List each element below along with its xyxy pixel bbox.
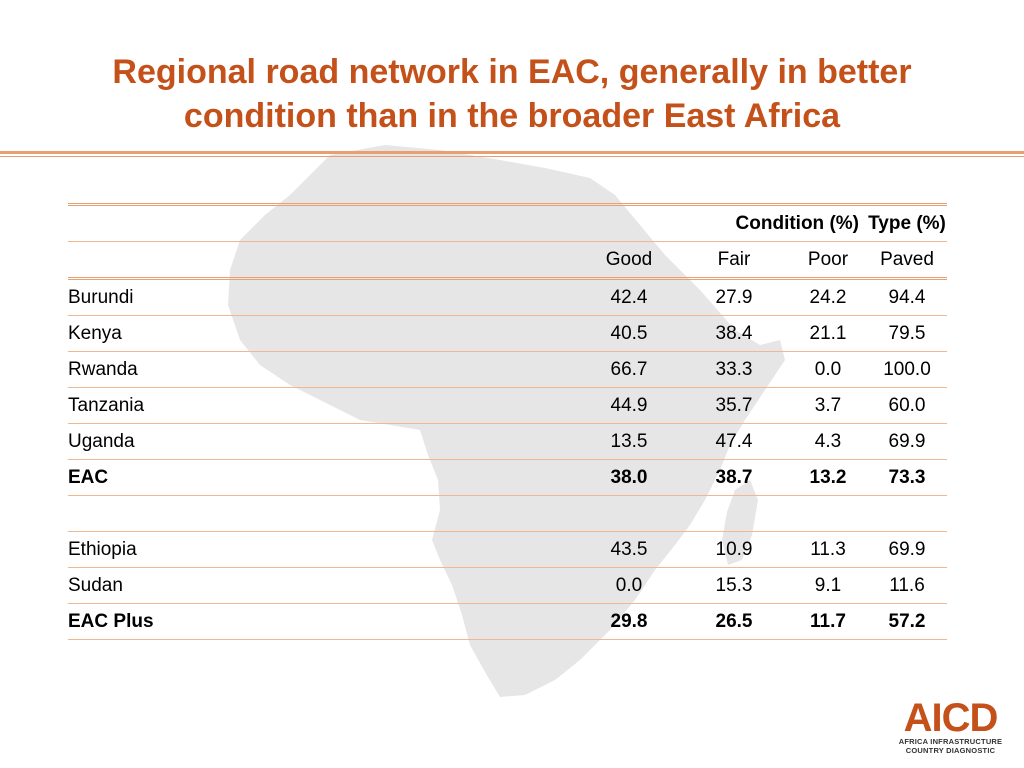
table-row-burundi: Burundi 42.4 27.9 24.2 94.4 bbox=[68, 278, 947, 316]
table-row-ethiopia: Ethiopia 43.5 10.9 11.3 69.9 bbox=[68, 531, 947, 568]
cell-good: 0.0 bbox=[579, 567, 679, 604]
cell-good: 66.7 bbox=[579, 351, 679, 388]
cell-poor: 9.1 bbox=[789, 567, 867, 604]
table-spacer-row bbox=[68, 495, 947, 532]
cell-poor: 13.2 bbox=[789, 459, 867, 496]
cell-poor: 11.3 bbox=[789, 531, 867, 568]
cell-good: 13.5 bbox=[579, 423, 679, 460]
cell-good: 40.5 bbox=[579, 315, 679, 352]
group-header-row: Condition (%) Type (%) bbox=[68, 204, 947, 242]
road-condition-table: Condition (%) Type (%) Good Fair Poor Pa… bbox=[68, 203, 947, 640]
row-label: Tanzania bbox=[68, 387, 579, 424]
cell-fair: 10.9 bbox=[679, 531, 789, 568]
row-label: EAC bbox=[68, 459, 579, 496]
table-row-rwanda: Rwanda 66.7 33.3 0.0 100.0 bbox=[68, 351, 947, 388]
aicd-logo-line1: AFRICA INFRASTRUCTURE bbox=[898, 737, 1003, 746]
cell-fair: 27.9 bbox=[679, 278, 789, 316]
cell-paved: 11.6 bbox=[867, 567, 947, 604]
cell-poor: 11.7 bbox=[789, 603, 867, 640]
table-row-eac-plus-total: EAC Plus 29.8 26.5 11.7 57.2 bbox=[68, 603, 947, 640]
cell-poor: 0.0 bbox=[789, 351, 867, 388]
slide-title-line1: Regional road network in EAC, generally … bbox=[112, 53, 912, 91]
aicd-logo-subtitle: AFRICA INFRASTRUCTURE COUNTRY DIAGNOSTIC bbox=[893, 737, 1008, 755]
cell-paved: 100.0 bbox=[867, 351, 947, 388]
row-label: Burundi bbox=[68, 278, 579, 316]
cell-fair: 15.3 bbox=[679, 567, 789, 604]
cell-paved: 60.0 bbox=[867, 387, 947, 424]
cell-fair: 33.3 bbox=[679, 351, 789, 388]
cell-fair: 38.4 bbox=[679, 315, 789, 352]
cell-paved: 79.5 bbox=[867, 315, 947, 352]
table-row-tanzania: Tanzania 44.9 35.7 3.7 60.0 bbox=[68, 387, 947, 424]
row-label: EAC Plus bbox=[68, 603, 579, 640]
cell-good: 38.0 bbox=[579, 459, 679, 496]
title-divider bbox=[0, 151, 1024, 154]
cell-paved: 94.4 bbox=[867, 278, 947, 316]
cell-fair: 38.7 bbox=[679, 459, 789, 496]
aicd-logo: AICD AFRICA INFRASTRUCTURE COUNTRY DIAGN… bbox=[893, 698, 1008, 758]
slide-title: Regional road network in EAC, generally … bbox=[0, 50, 1024, 138]
column-header-poor: Poor bbox=[789, 241, 867, 280]
table-row-sudan: Sudan 0.0 15.3 9.1 11.6 bbox=[68, 567, 947, 604]
cell-fair: 35.7 bbox=[679, 387, 789, 424]
row-label: Uganda bbox=[68, 423, 579, 460]
cell-good: 43.5 bbox=[579, 531, 679, 568]
cell-poor: 4.3 bbox=[789, 423, 867, 460]
cell-good: 29.8 bbox=[579, 603, 679, 640]
cell-poor: 21.1 bbox=[789, 315, 867, 352]
slide-title-line2: condition than in the broader East Afric… bbox=[183, 97, 841, 135]
type-group-header: Type (%) bbox=[867, 204, 947, 242]
row-label: Ethiopia bbox=[68, 531, 579, 568]
row-label: Kenya bbox=[68, 315, 579, 352]
cell-paved: 69.9 bbox=[867, 531, 947, 568]
cell-fair: 47.4 bbox=[679, 423, 789, 460]
column-header-fair: Fair bbox=[679, 241, 789, 280]
aicd-logo-wordmark: AICD bbox=[903, 696, 999, 740]
title-divider-thin bbox=[0, 156, 1024, 157]
table-row-uganda: Uganda 13.5 47.4 4.3 69.9 bbox=[68, 423, 947, 460]
cell-good: 44.9 bbox=[579, 387, 679, 424]
column-header-good: Good bbox=[579, 241, 679, 280]
cell-fair: 26.5 bbox=[679, 603, 789, 640]
column-header-paved: Paved bbox=[867, 241, 947, 280]
cell-good: 42.4 bbox=[579, 278, 679, 316]
cell-poor: 3.7 bbox=[789, 387, 867, 424]
table-row-kenya: Kenya 40.5 38.4 21.1 79.5 bbox=[68, 315, 947, 352]
cell-paved: 73.3 bbox=[867, 459, 947, 496]
table-row-eac-total: EAC 38.0 38.7 13.2 73.3 bbox=[68, 459, 947, 496]
condition-group-header: Condition (%) bbox=[579, 204, 867, 242]
cell-paved: 69.9 bbox=[867, 423, 947, 460]
aicd-logo-line2: COUNTRY DIAGNOSTIC bbox=[905, 746, 996, 755]
cell-poor: 24.2 bbox=[789, 278, 867, 316]
row-label: Sudan bbox=[68, 567, 579, 604]
cell-paved: 57.2 bbox=[867, 603, 947, 640]
column-header-row: Good Fair Poor Paved bbox=[68, 241, 947, 280]
row-label: Rwanda bbox=[68, 351, 579, 388]
